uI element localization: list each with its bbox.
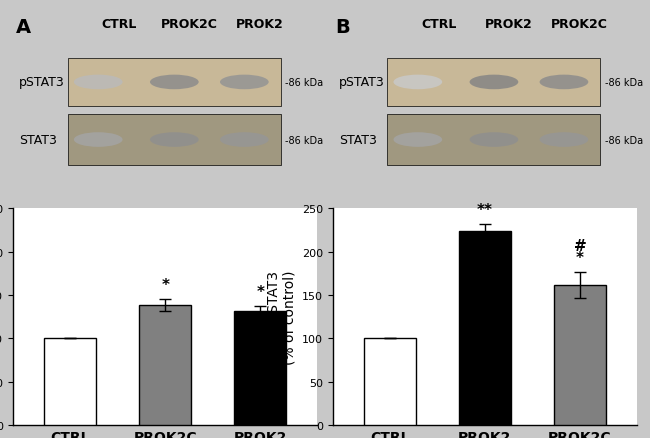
Ellipse shape xyxy=(74,133,123,148)
Text: A: A xyxy=(16,18,31,37)
Ellipse shape xyxy=(540,75,588,90)
Text: STAT3: STAT3 xyxy=(339,134,376,147)
Bar xyxy=(44,339,96,425)
Text: #: # xyxy=(573,238,586,253)
Ellipse shape xyxy=(469,133,518,148)
Text: PROK2: PROK2 xyxy=(236,18,283,31)
Text: CTRL: CTRL xyxy=(102,18,137,31)
Text: pSTAT3: pSTAT3 xyxy=(339,76,384,89)
Ellipse shape xyxy=(74,75,123,90)
Ellipse shape xyxy=(540,133,588,148)
Bar xyxy=(459,231,511,425)
Text: CTRL: CTRL xyxy=(421,18,457,31)
Ellipse shape xyxy=(393,133,442,148)
FancyBboxPatch shape xyxy=(387,58,601,107)
Ellipse shape xyxy=(150,75,199,90)
Ellipse shape xyxy=(220,133,268,148)
Text: B: B xyxy=(335,18,350,37)
Bar xyxy=(363,339,416,425)
Text: **: ** xyxy=(477,203,493,218)
Ellipse shape xyxy=(220,75,268,90)
Ellipse shape xyxy=(469,75,518,90)
Text: *: * xyxy=(576,250,584,265)
FancyBboxPatch shape xyxy=(68,115,281,165)
Y-axis label: pSTAT3/STAT3
(% of control): pSTAT3/STAT3 (% of control) xyxy=(266,268,296,365)
Text: PROK2C: PROK2C xyxy=(161,18,218,31)
FancyBboxPatch shape xyxy=(68,58,281,107)
Bar xyxy=(554,285,606,425)
Ellipse shape xyxy=(393,75,442,90)
Text: PROK2: PROK2 xyxy=(486,18,533,31)
Text: *: * xyxy=(256,285,265,300)
Text: -86 kDa: -86 kDa xyxy=(605,135,643,145)
Text: -86 kDa: -86 kDa xyxy=(605,78,643,88)
Bar xyxy=(139,306,191,425)
Bar xyxy=(234,312,287,425)
Ellipse shape xyxy=(150,133,199,148)
Text: -86 kDa: -86 kDa xyxy=(285,135,324,145)
FancyBboxPatch shape xyxy=(387,115,601,165)
Text: pSTAT3: pSTAT3 xyxy=(19,76,65,89)
Text: -86 kDa: -86 kDa xyxy=(285,78,324,88)
Text: *: * xyxy=(161,278,169,293)
Text: PROK2C: PROK2C xyxy=(551,18,608,31)
Text: STAT3: STAT3 xyxy=(19,134,57,147)
